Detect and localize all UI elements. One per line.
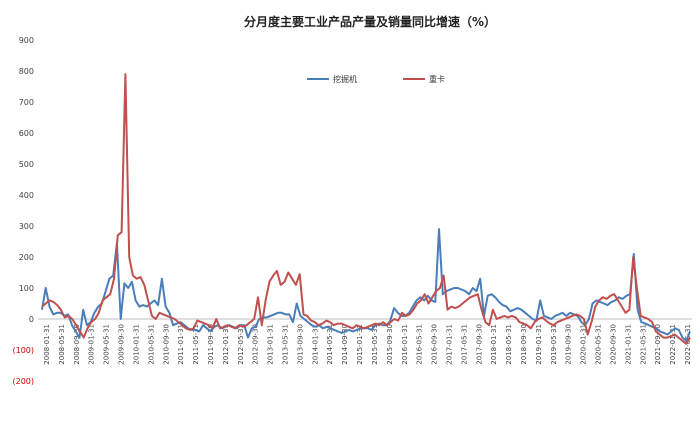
x-tick-label: 2021-01-31 (624, 324, 632, 365)
x-tick-label: 2011-01-31 (177, 324, 185, 365)
x-tick-label: 2010-05-31 (147, 324, 155, 365)
x-tick-label: 2016-05-31 (416, 324, 424, 365)
x-tick-label: 2009-09-30 (118, 324, 126, 365)
x-tick-label: 2012-05-31 (237, 324, 245, 365)
y-tick-label: 500 (19, 160, 34, 169)
x-tick-label: 2008-01-31 (43, 324, 51, 365)
y-tick-label: 200 (19, 253, 34, 262)
y-tick-label: 600 (19, 129, 34, 138)
y-tick-label: 300 (19, 222, 34, 231)
x-tick-label: 2014-01-31 (311, 324, 319, 365)
y-tick-label: 400 (19, 191, 34, 200)
x-tick-label: 2019-01-31 (535, 324, 543, 365)
x-tick-label: 2009-05-31 (103, 324, 111, 365)
x-tick-label: 2022-01-31 (669, 324, 677, 365)
x-tick-label: 2020-01-31 (580, 324, 588, 365)
y-tick-label: (200) (12, 377, 34, 386)
x-tick-label: 2008-05-31 (58, 324, 66, 365)
y-tick-label: 100 (19, 284, 34, 293)
x-tick-label: 2018-01-31 (490, 324, 498, 365)
legend-label: 重卡 (429, 74, 445, 84)
x-tick-label: 2018-05-31 (505, 324, 513, 365)
x-tick-label: 2022-05-31 (684, 324, 692, 365)
x-tick-label: 2008-09-30 (73, 324, 81, 365)
x-tick-label: 2013-05-31 (282, 324, 290, 365)
y-tick-label: 0 (29, 315, 34, 324)
y-tick-label: 900 (19, 36, 34, 45)
series-line-heavy-truck (41, 73, 691, 345)
x-tick-label: 2015-09-30 (386, 324, 394, 365)
x-tick-label: 2011-09-30 (207, 324, 215, 365)
y-tick-label: (100) (12, 346, 34, 355)
x-tick-label: 2019-05-31 (550, 324, 558, 365)
x-tick-label: 2013-01-31 (267, 324, 275, 365)
x-tick-label: 2020-05-31 (595, 324, 603, 365)
x-tick-label: 2021-05-31 (639, 324, 647, 365)
x-tick-label: 2020-09-30 (609, 324, 617, 365)
x-tick-label: 2016-09-30 (431, 324, 439, 365)
series-group (41, 73, 691, 345)
x-tick-label: 2016-01-31 (401, 324, 409, 365)
y-axis: 900 800 700 600 500 400 300 200 100 0 (100) (200) (12, 36, 692, 386)
x-tick-label: 2012-01-31 (222, 324, 230, 365)
x-tick-label: 2013-09-30 (296, 324, 304, 365)
x-tick-label: 2017-01-31 (445, 324, 453, 365)
y-tick-label: 800 (19, 67, 34, 76)
x-tick-label: 2017-05-31 (460, 324, 468, 365)
x-tick-label: 2010-01-31 (132, 324, 140, 365)
series-line-excavator (41, 228, 691, 342)
y-tick-label: 700 (19, 98, 34, 107)
x-tick-label: 2015-01-31 (356, 324, 364, 365)
x-tick-label: 2014-05-31 (326, 324, 334, 365)
x-tick-label: 2017-09-30 (475, 324, 483, 365)
x-tick-label: 2021-09-30 (654, 324, 662, 365)
x-tick-label: 2009-01-31 (88, 324, 96, 365)
x-tick-label: 2019-09-30 (565, 324, 573, 365)
x-tick-label: 2012-09-30 (252, 324, 260, 365)
x-tick-label: 2015-05-31 (371, 324, 379, 365)
x-tick-label: 2011-05-31 (192, 324, 200, 365)
legend-label: 挖掘机 (333, 74, 357, 84)
x-axis: 2008-01-31 2008-05-31 2008-09-30 2009-01-31… (43, 324, 692, 365)
chart-title: 分月度主要工业产品产量及销量同比增速（%） (244, 14, 496, 29)
x-tick-label: 2014-09-30 (341, 324, 349, 365)
legend: 挖掘机 重卡 (307, 74, 445, 84)
x-tick-label: 2010-09-30 (162, 324, 170, 365)
x-tick-label: 2018-09-30 (520, 324, 528, 365)
